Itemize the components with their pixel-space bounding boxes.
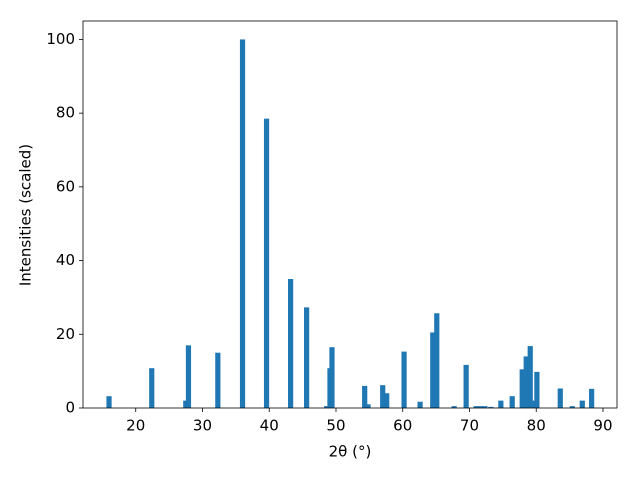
bar xyxy=(523,356,529,408)
y-tick-label: 60 xyxy=(56,177,75,195)
bar xyxy=(534,371,540,408)
bar xyxy=(185,345,192,408)
x-tick-label: 40 xyxy=(260,417,279,435)
bar xyxy=(324,406,330,408)
x-tick-label: 20 xyxy=(126,417,145,435)
bar xyxy=(519,369,525,408)
bar xyxy=(401,351,407,408)
bar xyxy=(463,364,469,408)
bar xyxy=(482,406,488,408)
bar xyxy=(304,307,310,408)
bar xyxy=(239,39,246,409)
y-tick-label: 20 xyxy=(56,325,75,343)
x-tick-label: 60 xyxy=(393,417,412,435)
bar xyxy=(434,313,440,408)
bar xyxy=(451,406,457,408)
x-tick-label: 30 xyxy=(193,417,212,435)
y-tick-label: 80 xyxy=(56,104,75,122)
bar xyxy=(498,400,504,408)
x-tick-label: 50 xyxy=(326,417,345,435)
y-tick-label: 40 xyxy=(56,251,75,269)
bar xyxy=(384,393,390,408)
y-axis-label: Intensities (scaled) xyxy=(17,144,35,286)
bar xyxy=(509,396,515,408)
bar xyxy=(106,396,112,408)
bar xyxy=(380,385,386,408)
bar xyxy=(365,404,371,408)
plot-frame xyxy=(82,20,618,409)
y-tick-label: 0 xyxy=(65,399,75,417)
bar xyxy=(215,352,221,408)
bar xyxy=(527,346,533,408)
bar xyxy=(473,406,479,408)
bar xyxy=(287,279,294,408)
bar xyxy=(149,368,155,408)
bar xyxy=(569,406,575,408)
bar xyxy=(263,118,270,409)
bar xyxy=(362,385,368,408)
y-tick-label: 100 xyxy=(46,30,75,48)
bar xyxy=(417,401,423,408)
bar xyxy=(183,400,189,408)
bar xyxy=(589,388,595,408)
bar xyxy=(557,388,563,408)
x-tick-label: 90 xyxy=(593,417,612,435)
x-tick-label: 70 xyxy=(460,417,479,435)
x-axis-label: 2θ (°) xyxy=(329,443,372,461)
bar xyxy=(488,406,494,408)
bar xyxy=(329,347,335,408)
bar xyxy=(477,406,483,408)
bar xyxy=(430,332,436,408)
bar xyxy=(531,400,537,408)
bar xyxy=(579,400,585,408)
x-tick-label: 80 xyxy=(527,417,546,435)
